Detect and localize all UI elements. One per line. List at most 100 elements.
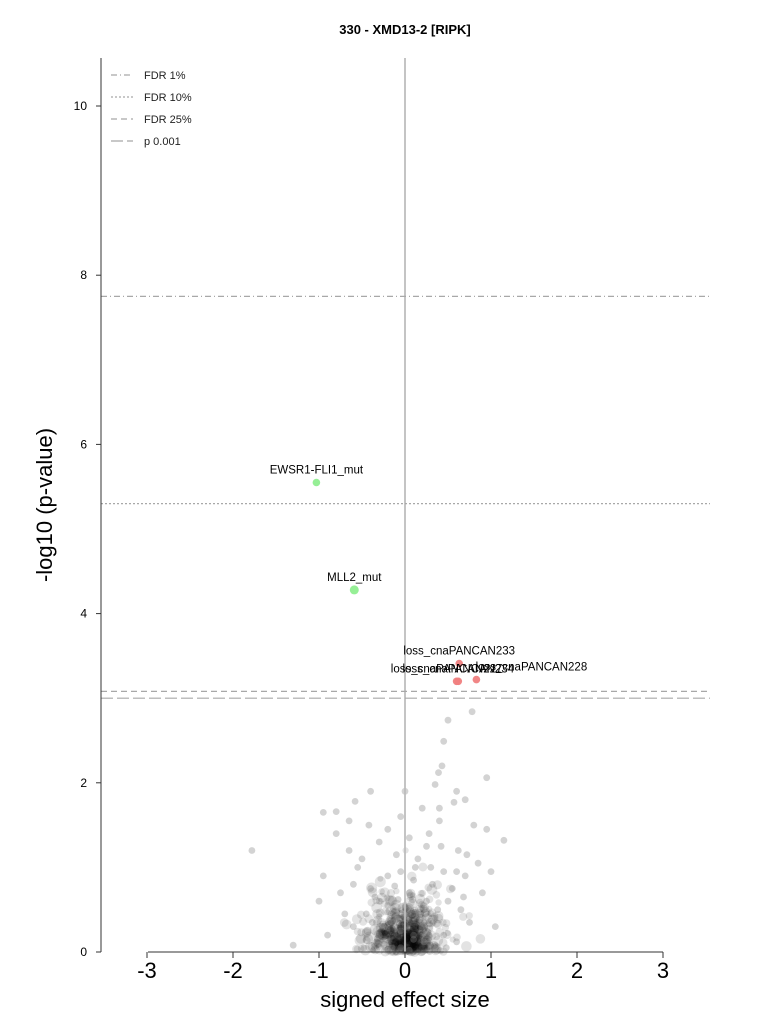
background-point [442, 944, 450, 952]
background-point [426, 884, 438, 895]
background-point [375, 931, 383, 939]
background-point [423, 897, 430, 905]
background-point [438, 938, 448, 947]
background-point [416, 910, 424, 918]
background-point [392, 937, 400, 946]
background-point [372, 909, 383, 920]
background-point [385, 895, 397, 906]
background-point [419, 926, 428, 934]
background-point [386, 946, 397, 956]
background-point [377, 898, 384, 905]
background-point [407, 936, 416, 945]
background-point [391, 933, 401, 943]
background-point [386, 935, 393, 942]
background-point [408, 895, 417, 904]
background-point [421, 930, 431, 940]
background-point [380, 940, 388, 949]
background-point [399, 932, 409, 942]
background-point [366, 882, 378, 894]
background-point [410, 931, 419, 940]
background-point [367, 787, 374, 795]
background-point [420, 938, 428, 946]
background-point [375, 931, 385, 941]
background-point [389, 934, 400, 945]
background-point [408, 936, 419, 947]
background-point [405, 834, 413, 842]
background-point [444, 897, 452, 905]
background-point [374, 930, 383, 939]
background-point [413, 941, 422, 950]
background-point [410, 928, 418, 936]
background-points [248, 708, 508, 954]
background-point [409, 931, 421, 943]
background-point [435, 899, 442, 906]
y-tick-label: 2 [80, 776, 87, 790]
background-point [372, 938, 381, 946]
background-point [420, 907, 431, 917]
background-point [411, 924, 420, 934]
background-point [395, 909, 404, 919]
background-point [390, 943, 397, 950]
background-point [411, 942, 420, 951]
background-point [463, 851, 471, 859]
background-point [388, 944, 396, 952]
background-point [446, 884, 455, 894]
background-point [374, 876, 386, 888]
background-point [391, 940, 399, 948]
background-point [407, 944, 416, 954]
background-point [418, 931, 429, 942]
background-point [360, 944, 368, 952]
background-point [448, 885, 456, 892]
background-point [388, 943, 395, 951]
background-point [409, 923, 421, 934]
background-point [390, 938, 402, 949]
highlighted-point [472, 675, 481, 684]
background-point [417, 939, 428, 951]
background-point [394, 931, 401, 938]
background-point [474, 859, 482, 867]
background-point [387, 939, 394, 946]
background-point [389, 941, 397, 948]
background-point [412, 941, 420, 949]
background-point [409, 892, 417, 899]
background-point [483, 825, 491, 833]
background-point [410, 910, 420, 920]
background-point [436, 817, 443, 825]
background-point [362, 934, 374, 945]
background-point [433, 935, 444, 946]
background-point [466, 919, 473, 926]
background-point [433, 880, 442, 890]
background-point [398, 919, 410, 930]
background-point [393, 936, 404, 948]
background-point [410, 906, 419, 915]
background-point [425, 930, 437, 941]
background-point [413, 938, 422, 948]
background-point [424, 883, 433, 892]
background-point [424, 924, 434, 934]
background-point [417, 905, 424, 913]
background-point [434, 906, 442, 914]
background-point [362, 927, 372, 937]
background-point [357, 928, 366, 937]
background-point [396, 939, 406, 949]
background-point [389, 902, 401, 914]
background-point [324, 931, 331, 939]
background-point [398, 938, 406, 946]
background-point [389, 923, 400, 934]
background-point [479, 889, 486, 897]
background-point [435, 769, 442, 776]
background-point [416, 914, 427, 925]
y-tick-label: 8 [80, 268, 87, 282]
background-point [409, 933, 420, 944]
background-point [414, 931, 426, 942]
highlighted-point [455, 659, 464, 668]
background-point [377, 892, 387, 903]
background-point [405, 942, 416, 954]
background-point [427, 864, 435, 871]
background-point [388, 945, 400, 957]
background-point [374, 940, 382, 948]
background-point [377, 927, 386, 936]
background-point [395, 945, 406, 955]
background-point [388, 939, 400, 950]
background-point [390, 941, 402, 953]
